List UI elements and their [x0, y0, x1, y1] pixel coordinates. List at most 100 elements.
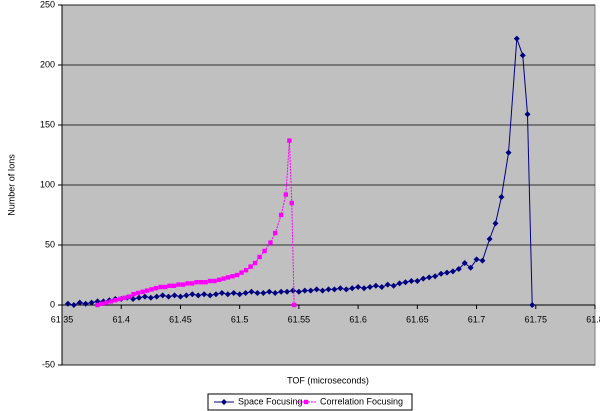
- marker: [467, 264, 474, 271]
- marker: [303, 399, 309, 405]
- marker: [176, 282, 181, 287]
- x-axis-label: TOF (microseconds): [287, 375, 369, 385]
- y-tick-label: 0: [50, 299, 55, 309]
- marker: [287, 138, 292, 143]
- marker: [519, 52, 526, 59]
- marker: [108, 299, 114, 304]
- marker: [236, 291, 243, 298]
- marker: [189, 291, 196, 298]
- marker: [283, 192, 289, 197]
- marker: [185, 281, 190, 286]
- marker: [295, 288, 302, 295]
- x-tick-label: 61.7: [468, 314, 486, 324]
- marker: [420, 275, 427, 282]
- marker: [221, 276, 226, 281]
- marker: [378, 284, 385, 290]
- marker: [243, 268, 249, 273]
- marker: [195, 292, 202, 299]
- marker: [207, 292, 214, 299]
- marker: [307, 287, 314, 294]
- marker: [426, 274, 433, 281]
- y-axis-label: Number of Ions: [6, 154, 16, 216]
- x-tick-label: 61.75: [525, 314, 548, 324]
- marker: [177, 293, 184, 300]
- marker: [221, 399, 227, 405]
- marker: [262, 248, 267, 254]
- x-tick-label: 61.4: [112, 314, 130, 324]
- marker: [268, 240, 273, 245]
- marker: [492, 220, 499, 227]
- y-tick-label: -50: [42, 359, 55, 369]
- marker: [486, 236, 493, 242]
- x-tick-label: 61.65: [406, 314, 429, 324]
- marker: [479, 257, 486, 264]
- marker: [162, 284, 168, 290]
- marker: [257, 254, 262, 260]
- marker: [498, 194, 505, 200]
- marker: [207, 278, 213, 284]
- marker: [158, 284, 163, 290]
- y-tick-label: 100: [40, 179, 55, 189]
- x-tick-label: 61.6: [349, 314, 367, 324]
- marker: [248, 288, 255, 295]
- x-tick-label: 61.45: [169, 314, 192, 324]
- marker: [273, 230, 278, 236]
- marker: [349, 285, 356, 292]
- marker: [366, 284, 373, 290]
- marker: [183, 292, 190, 299]
- marker: [252, 260, 258, 266]
- marker: [301, 287, 308, 294]
- y-tick-label: 250: [40, 0, 55, 9]
- x-tick-label: 61.55: [288, 314, 311, 324]
- marker: [449, 268, 456, 275]
- marker: [390, 282, 397, 289]
- marker: [473, 256, 480, 263]
- marker: [126, 294, 132, 299]
- marker: [149, 287, 154, 292]
- x-tick-label: 61.35: [51, 314, 74, 324]
- marker: [396, 280, 403, 287]
- marker: [141, 293, 148, 300]
- marker: [331, 286, 338, 293]
- marker: [242, 290, 249, 296]
- marker: [408, 278, 415, 284]
- marker: [432, 273, 439, 280]
- marker: [153, 286, 159, 291]
- marker: [289, 287, 296, 294]
- marker: [239, 270, 244, 275]
- marker: [284, 288, 291, 295]
- marker: [524, 111, 531, 118]
- marker: [104, 300, 109, 305]
- marker: [117, 296, 123, 302]
- marker: [278, 288, 285, 295]
- marker: [361, 285, 368, 292]
- marker: [291, 302, 297, 308]
- marker: [113, 298, 118, 303]
- marker: [455, 266, 462, 272]
- marker: [278, 212, 284, 218]
- marker: [99, 301, 105, 306]
- x-tick-label: 61.8: [586, 314, 600, 324]
- marker: [131, 292, 136, 297]
- marker: [225, 275, 231, 280]
- marker: [159, 292, 166, 299]
- marker: [343, 286, 350, 293]
- marker: [167, 283, 172, 288]
- marker: [140, 289, 145, 294]
- marker: [355, 284, 362, 290]
- marker: [88, 299, 95, 306]
- marker: [230, 274, 235, 279]
- marker: [95, 302, 100, 308]
- marker: [147, 294, 154, 301]
- marker: [230, 290, 237, 296]
- marker: [212, 278, 217, 284]
- marker: [414, 278, 421, 284]
- marker: [402, 279, 409, 286]
- marker: [325, 286, 332, 293]
- marker: [513, 35, 520, 42]
- marker: [234, 272, 240, 278]
- marker: [212, 291, 219, 298]
- marker: [272, 290, 279, 296]
- marker: [198, 280, 204, 285]
